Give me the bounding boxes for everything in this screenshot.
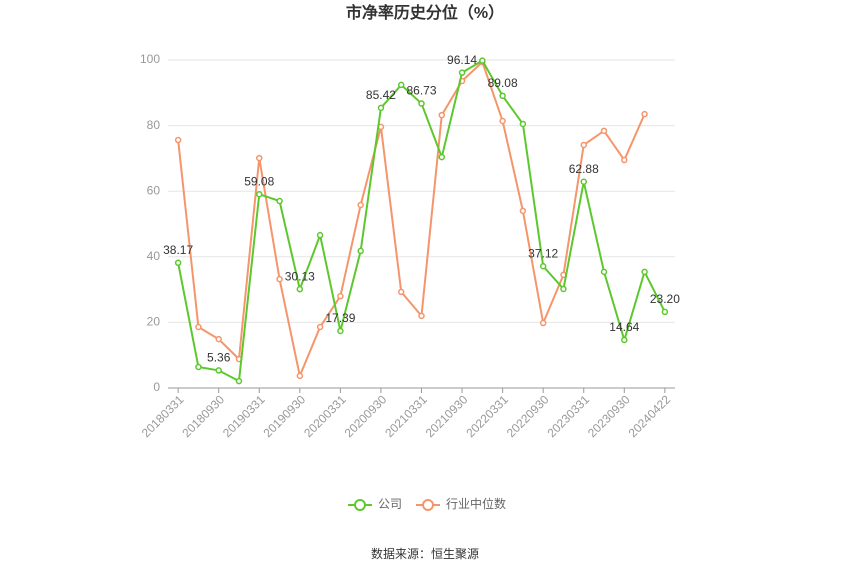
data-point (357, 247, 364, 255)
y-tick-label: 0 (153, 380, 160, 394)
data-point (316, 323, 324, 331)
data-point (276, 197, 283, 205)
x-tick-label: 20210331 (382, 392, 430, 440)
data-point (539, 319, 547, 327)
x-tick-label: 20200930 (342, 392, 390, 440)
data-point (276, 275, 283, 283)
x-tick-label: 20220930 (504, 392, 552, 440)
data-label: 89.08 (488, 76, 518, 90)
data-point (641, 268, 648, 276)
y-tick-label: 100 (140, 52, 160, 66)
data-point (519, 207, 527, 215)
data-point (174, 136, 182, 144)
data-point (499, 92, 506, 100)
data-label: 17.39 (325, 311, 355, 325)
x-tick-label: 20220331 (463, 392, 511, 440)
data-label: 37.12 (528, 246, 558, 260)
data-label: 59.08 (244, 174, 274, 188)
data-point (580, 178, 587, 186)
data-point (195, 323, 202, 331)
data-point (600, 268, 608, 276)
data-point (337, 292, 344, 300)
data-label: 96.14 (447, 53, 477, 67)
x-tick-label: 20180930 (179, 392, 227, 440)
data-point (661, 308, 669, 316)
data-point (397, 81, 405, 89)
x-tick-label: 20240422 (626, 392, 674, 440)
data-point (418, 100, 425, 107)
data-label: 62.88 (569, 162, 599, 176)
data-point (539, 262, 547, 270)
data-point (397, 288, 405, 296)
x-tick-label: 20190930 (261, 392, 309, 440)
data-point (296, 285, 304, 293)
data-point (641, 110, 648, 118)
data-label: 86.73 (406, 84, 436, 98)
data-point (458, 69, 466, 76)
y-tick-label: 20 (147, 315, 161, 329)
legend-marker (422, 499, 434, 511)
data-point (357, 201, 364, 209)
legend-marker (354, 499, 366, 511)
data-point (499, 117, 506, 125)
data-point (438, 111, 446, 119)
data-point (479, 57, 486, 64)
data-point (418, 312, 425, 320)
y-tick-label: 60 (147, 183, 161, 197)
data-point (256, 154, 263, 162)
data-label: 85.42 (366, 88, 396, 102)
data-point (600, 127, 608, 135)
data-point (215, 367, 222, 374)
data-point (235, 377, 243, 385)
data-label: 23.20 (650, 292, 680, 306)
data-point (195, 363, 202, 371)
data-point (519, 120, 527, 128)
y-tick-label: 40 (147, 249, 161, 263)
y-tick-label: 80 (147, 118, 161, 132)
x-tick-label: 20230331 (544, 392, 592, 440)
x-tick-label: 20200331 (301, 392, 349, 440)
series-line (177, 60, 646, 380)
x-tick-label: 20190331 (220, 392, 268, 440)
data-point (621, 336, 628, 344)
series-line (177, 59, 666, 383)
chart-title: 市净率历史分位（%） (346, 3, 504, 22)
data-point (256, 190, 263, 198)
data-point (377, 104, 385, 112)
x-tick-label: 20230930 (585, 392, 633, 440)
data-point (560, 285, 567, 293)
legend-label: 行业中位数 (446, 496, 506, 511)
data-point (316, 231, 324, 239)
data-point (174, 259, 182, 267)
data-label: 14.64 (609, 320, 639, 334)
data-point (337, 327, 344, 335)
data-point (621, 156, 628, 164)
data-point (215, 335, 222, 343)
data-label: 30.13 (285, 269, 315, 283)
data-label: 38.17 (163, 243, 193, 257)
legend-label: 公司 (378, 497, 402, 511)
source-note: 数据来源：恒生聚源 (371, 546, 479, 561)
data-point (296, 372, 304, 380)
data-label: 5.36 (207, 351, 231, 365)
x-tick-label: 20210930 (423, 392, 471, 440)
data-point (438, 153, 446, 161)
data-point (580, 141, 587, 149)
x-tick-label: 20180331 (139, 392, 187, 440)
